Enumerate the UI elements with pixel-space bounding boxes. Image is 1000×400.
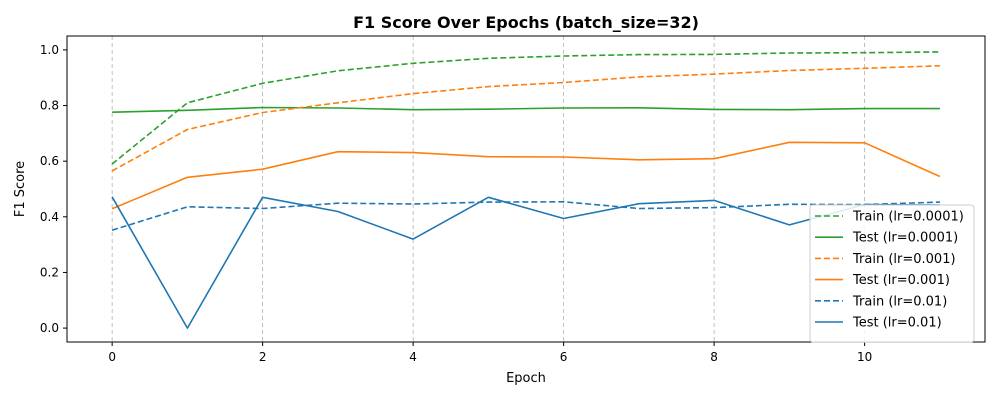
x-axis: 0 2 4 6 8 10 (108, 342, 872, 364)
legend: Train (lr=0.0001) Test (lr=0.0001) Train (… (809, 204, 975, 343)
y-tick-label: 0.4 (40, 210, 59, 224)
legend-box (809, 204, 975, 343)
x-tick-label: 8 (710, 350, 718, 364)
series-line-test-lr-0-01 (111, 196, 940, 329)
y-axis: 0.0 0.2 0.4 0.6 0.8 1.0 (40, 43, 67, 335)
x-tick-label: 0 (108, 350, 116, 364)
y-tick-label: 0.2 (40, 265, 59, 279)
x-tick-label: 4 (409, 350, 417, 364)
x-tick-label: 2 (259, 350, 267, 364)
series-layer (111, 51, 941, 329)
x-tick-label: 10 (857, 350, 872, 364)
legend-label: Train (lr=0.001) (852, 252, 956, 267)
y-tick-label: 0.8 (40, 99, 59, 113)
legend-label: Test (lr=0.0001) (852, 231, 958, 246)
y-tick-label: 1.0 (40, 43, 59, 57)
chart-title: F1 Score Over Epochs (batch_size=32) (353, 13, 699, 32)
legend-label: Test (lr=0.01) (852, 316, 942, 331)
legend-label: Test (lr=0.001) (852, 273, 950, 288)
x-tick-label: 6 (560, 350, 568, 364)
legend-label: Train (lr=0.0001) (852, 210, 964, 225)
series-line-train-lr-0-01 (111, 201, 940, 231)
series-line-train-lr-0-0001 (111, 51, 940, 165)
series-line-train-lr-0-001 (111, 65, 940, 172)
plot-frame (66, 35, 986, 343)
x-axis-label: Epoch (506, 371, 546, 386)
grid (111, 36, 866, 342)
y-axis-label: F1 Score (13, 161, 28, 217)
y-tick-label: 0.0 (40, 321, 59, 335)
y-tick-label: 0.6 (40, 154, 59, 168)
legend-label: Train (lr=0.01) (852, 294, 947, 309)
series-line-test-lr-0-001 (111, 141, 941, 210)
series-line-test-lr-0-0001 (112, 106, 940, 113)
